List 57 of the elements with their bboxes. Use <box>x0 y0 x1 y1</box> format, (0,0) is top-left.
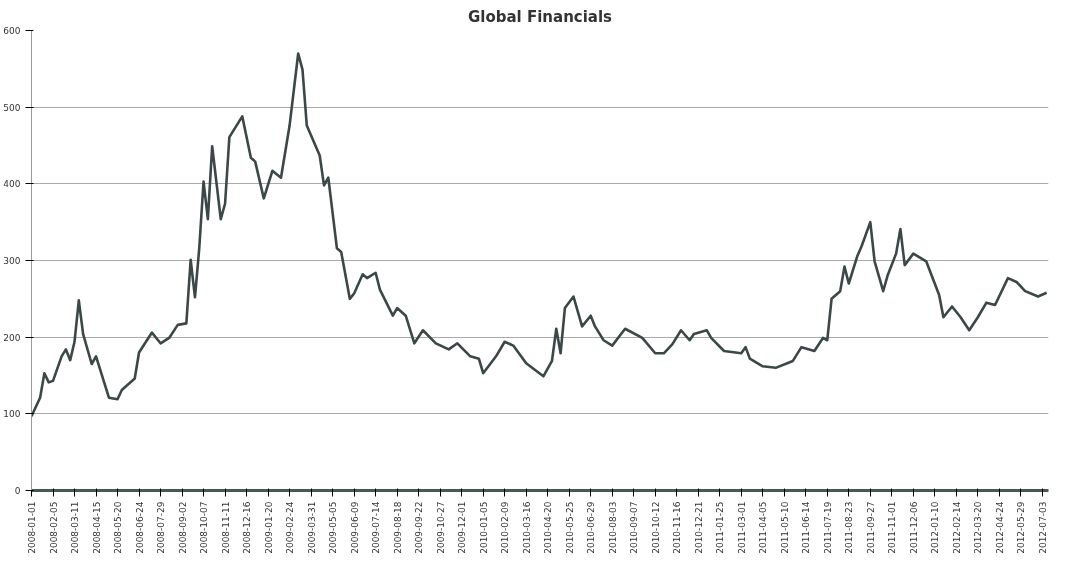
x-tick-label: 2011-08-23 <box>844 501 855 554</box>
x-tick-label: 2009-08-18 <box>392 501 403 554</box>
x-tick-label: 2008-09-02 <box>177 501 188 554</box>
chart-title: Global Financials <box>467 7 613 26</box>
x-tick-label: 2011-06-14 <box>801 501 812 554</box>
x-tick-label: 2008-07-29 <box>156 501 167 554</box>
x-tick-label: 2010-03-16 <box>521 501 532 554</box>
y-tick-label: 400 <box>3 179 21 190</box>
x-tick-label: 2010-01-05 <box>478 501 489 554</box>
x-tick-label: 2011-09-27 <box>865 501 876 554</box>
x-tick-label: 2010-04-20 <box>543 501 554 554</box>
x-tick-label: 2008-11-11 <box>220 501 231 554</box>
x-tick-label: 2012-05-29 <box>1016 501 1027 554</box>
x-tick-label: 2010-08-03 <box>607 501 618 554</box>
x-tick-label: 2011-03-01 <box>736 501 747 554</box>
x-tick-label: 2012-01-10 <box>930 501 941 554</box>
x-tick-label: 2010-10-12 <box>650 501 661 554</box>
x-tick-label: 2011-05-10 <box>779 501 790 554</box>
x-tick-label: 2009-06-09 <box>349 501 360 554</box>
x-tick-label: 2010-05-25 <box>564 501 575 554</box>
x-tick-label: 2010-11-16 <box>672 501 683 554</box>
y-tick-label: 600 <box>3 26 21 36</box>
x-tick-label: 2011-04-05 <box>758 501 769 554</box>
x-tick-label: 2011-12-06 <box>908 501 919 554</box>
x-tick-label: 2011-07-19 <box>822 501 833 554</box>
x-tick-label: 2009-09-22 <box>414 501 425 554</box>
x-tick-label: 2008-06-24 <box>134 501 145 554</box>
x-tick-label: 2008-04-15 <box>91 501 102 554</box>
x-tick-label: 2009-12-01 <box>457 501 468 554</box>
x-tick-label: 2012-04-24 <box>994 501 1005 554</box>
x-tick-label: 2009-05-05 <box>328 501 339 554</box>
x-tick-label: 2009-01-20 <box>263 501 274 554</box>
y-tick-label: 200 <box>3 332 21 343</box>
x-tick-label: 2009-02-24 <box>285 501 296 554</box>
x-tick-label: 2012-02-14 <box>951 501 962 554</box>
y-tick-label: 100 <box>3 409 21 420</box>
x-tick-label: 2012-03-20 <box>973 501 984 554</box>
x-tick-label: 2008-05-20 <box>113 501 124 554</box>
y-tick-label: 500 <box>3 102 21 113</box>
x-tick-label: 2010-09-07 <box>629 501 640 554</box>
x-tick-label: 2012-07-03 <box>1037 501 1048 554</box>
line-series <box>31 52 1048 418</box>
x-tick-label: 2008-10-07 <box>199 501 210 554</box>
x-tick-label: 2009-10-27 <box>435 501 446 554</box>
x-tick-label: 2011-01-25 <box>715 501 726 554</box>
y-tick-label: 300 <box>3 256 21 266</box>
x-tick-label: 2009-03-31 <box>306 501 317 554</box>
x-tick-label: 2011-11-01 <box>887 501 898 554</box>
y-tick-label: 0 <box>14 486 21 496</box>
x-tick-label: 2010-02-09 <box>500 501 511 554</box>
x-tick-label: 2009-07-14 <box>371 501 382 554</box>
x-tick-label: 2010-12-21 <box>693 501 704 554</box>
x-tick-label: 2010-06-29 <box>586 501 597 554</box>
x-tick-label: 2008-03-11 <box>70 501 81 554</box>
x-tick-label: 2008-01-01 <box>27 501 37 554</box>
x-tick-label: 2008-12-16 <box>242 501 253 554</box>
x-tick-label: 2008-02-05 <box>48 501 59 554</box>
